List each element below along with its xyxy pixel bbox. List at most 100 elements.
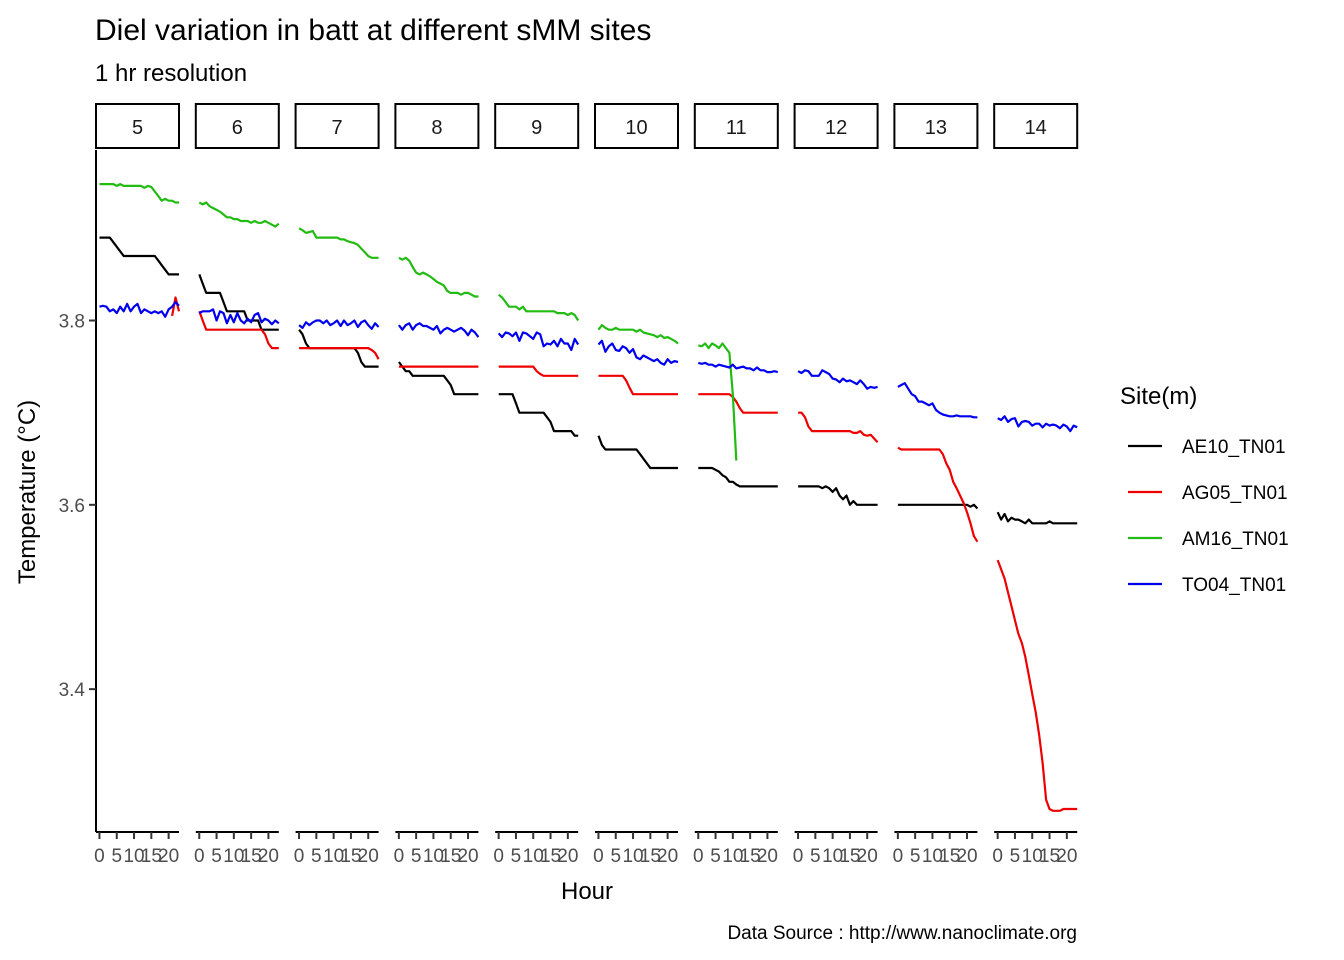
x-tick-label: 0 bbox=[693, 846, 704, 867]
x-tick-label: 15 bbox=[640, 846, 661, 867]
series-line-ag05-tn01 bbox=[498, 365, 579, 377]
legend-item: AG05_TN01 bbox=[1128, 483, 1288, 504]
facet-strip-label: 5 bbox=[132, 117, 143, 139]
y-tick-label: 3.4 bbox=[59, 680, 86, 701]
facet-strip-label: 6 bbox=[232, 117, 243, 139]
x-tick-label: 0 bbox=[94, 846, 105, 867]
x-axis-title: Hour bbox=[561, 878, 613, 905]
x-tick-label: 5 bbox=[910, 846, 921, 867]
series-line-am16-tn01 bbox=[198, 201, 280, 228]
series-line-to04-tn01 bbox=[298, 319, 380, 330]
facet-strip: 11 bbox=[693, 103, 779, 149]
y-axis-title: Temperature (°C) bbox=[14, 400, 41, 584]
x-tick-label: 10 bbox=[523, 846, 544, 867]
x-tick-label: 5 bbox=[111, 846, 122, 867]
x-tick-label: 5 bbox=[1010, 846, 1021, 867]
y-axis: 3.4 3.6 3.8 bbox=[59, 150, 97, 832]
series-line-to04-tn01 bbox=[597, 339, 679, 366]
facet-strip-box bbox=[793, 103, 879, 149]
x-tick-label: 5 bbox=[610, 846, 621, 867]
x-tick-label: 0 bbox=[194, 846, 205, 867]
facet-strips: 5 6 7 8 9 10 11 12 13 14 bbox=[95, 103, 1079, 149]
x-tick-label: 15 bbox=[1039, 846, 1060, 867]
series-line-ag05-tn01 bbox=[299, 347, 380, 360]
series-line-to04-tn01 bbox=[897, 382, 978, 419]
series-line-ae10-tn01 bbox=[597, 435, 678, 470]
facet-strip: 14 bbox=[993, 103, 1079, 149]
legend-label: AE10_TN01 bbox=[1182, 437, 1286, 458]
series-line-ae10-tn01 bbox=[698, 466, 778, 488]
facet-strip-label: 10 bbox=[625, 117, 647, 139]
x-tick-label: 5 bbox=[411, 846, 422, 867]
series-line-to04-tn01 bbox=[698, 361, 779, 374]
legend: Site(m) AE10_TN01 AG05_TN01 AM16_TN01 TO04_… bbox=[1120, 383, 1289, 596]
x-tick-label: 20 bbox=[657, 846, 678, 867]
series-line-to04-tn01 bbox=[797, 369, 878, 390]
series-line-am16-tn01 bbox=[498, 293, 580, 322]
facet-strip: 8 bbox=[394, 103, 480, 149]
x-tick-label: 0 bbox=[493, 846, 504, 867]
x-tick-label: 15 bbox=[839, 846, 860, 867]
legend-label: AG05_TN01 bbox=[1182, 483, 1288, 504]
x-tick-label: 10 bbox=[922, 846, 943, 867]
x-tick-label: 10 bbox=[423, 846, 444, 867]
facet-strip-box bbox=[95, 103, 180, 149]
x-tick-label: 10 bbox=[822, 846, 843, 867]
x-tick-label: 5 bbox=[810, 846, 821, 867]
x-tick-label: 15 bbox=[141, 846, 162, 867]
legend-item: TO04_TN01 bbox=[1128, 575, 1286, 596]
x-tick-label: 20 bbox=[358, 846, 379, 867]
x-tick-label: 0 bbox=[294, 846, 305, 867]
series-line-ag05-tn01 bbox=[598, 374, 678, 396]
x-tick-label: 5 bbox=[311, 846, 322, 867]
facet-strip-box bbox=[294, 103, 380, 149]
x-tick-label: 10 bbox=[722, 846, 743, 867]
x-tick-label: 15 bbox=[740, 846, 761, 867]
x-tick-label: 20 bbox=[1056, 846, 1077, 867]
series-line-ag05-tn01 bbox=[897, 446, 979, 543]
x-tick-label: 20 bbox=[857, 846, 878, 867]
facet-strip-label: 13 bbox=[925, 117, 947, 139]
series-line-am16-tn01 bbox=[298, 227, 379, 259]
facet-strip-box bbox=[693, 103, 779, 149]
facet-strip-label: 7 bbox=[332, 117, 343, 139]
x-tick-label: 15 bbox=[939, 846, 960, 867]
series-line-to04-tn01 bbox=[99, 301, 180, 318]
facet-strip-label: 11 bbox=[726, 117, 747, 139]
x-tick-label: 15 bbox=[241, 846, 262, 867]
x-tick-label: 15 bbox=[540, 846, 561, 867]
facet-strip-label: 14 bbox=[1025, 117, 1047, 139]
facet-strip-label: 8 bbox=[431, 117, 442, 139]
x-tick-label: 15 bbox=[440, 846, 461, 867]
series-line-ae10-tn01 bbox=[498, 393, 579, 437]
facet-strip-box bbox=[893, 103, 979, 149]
series-line-ae10-tn01 bbox=[99, 236, 179, 276]
series-line-am16-tn01 bbox=[99, 183, 179, 204]
x-tick-label: 20 bbox=[557, 846, 578, 867]
x-tick-label: 15 bbox=[340, 846, 361, 867]
facet-strip: 9 bbox=[494, 103, 580, 149]
series-line-ae10-tn01 bbox=[798, 485, 878, 506]
x-tick-label: 10 bbox=[622, 846, 643, 867]
x-tick-label: 20 bbox=[258, 846, 279, 867]
legend-item: AE10_TN01 bbox=[1128, 437, 1286, 458]
series-line-to04-tn01 bbox=[997, 415, 1078, 433]
series-line-ag05-tn01 bbox=[798, 411, 879, 443]
x-tick-label: 20 bbox=[757, 846, 778, 867]
series-line-ag05-tn01 bbox=[198, 310, 279, 350]
facet-strip-label: 9 bbox=[531, 117, 542, 139]
facet-strip: 6 bbox=[194, 103, 280, 149]
legend-item: AM16_TN01 bbox=[1128, 529, 1289, 550]
facet-strip-box bbox=[594, 103, 679, 149]
facet-strip: 13 bbox=[893, 103, 979, 149]
facet-strip-box bbox=[394, 103, 480, 149]
legend-label: AM16_TN01 bbox=[1182, 529, 1289, 550]
series-line-am16-tn01 bbox=[597, 324, 679, 345]
x-tick-label: 0 bbox=[992, 846, 1003, 867]
x-tick-label: 0 bbox=[593, 846, 604, 867]
x-tick-label: 0 bbox=[394, 846, 405, 867]
facet-strip: 12 bbox=[793, 103, 879, 149]
facet-strip: 5 bbox=[95, 103, 180, 149]
